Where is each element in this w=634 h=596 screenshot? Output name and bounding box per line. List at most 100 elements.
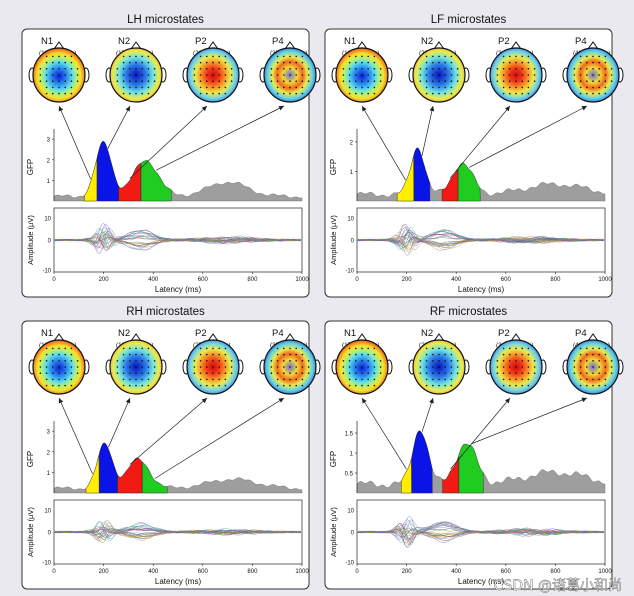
x-tick-label: 1000 bbox=[598, 569, 612, 575]
topomap-n2 bbox=[408, 333, 470, 395]
gfp-tick-label: 3 bbox=[47, 138, 51, 144]
amp-tick-label: -10 bbox=[345, 269, 354, 275]
gfp-segment-n1 bbox=[85, 455, 100, 494]
panel-title: RH microstates bbox=[126, 306, 205, 318]
arrow-line bbox=[129, 397, 208, 465]
gfp-tick-label: 0.5 bbox=[345, 472, 354, 478]
arrow-line bbox=[58, 105, 92, 180]
arrow-head bbox=[429, 106, 435, 112]
gfp-segment-p4 bbox=[142, 461, 168, 494]
gfp-segment-n1 bbox=[401, 458, 412, 494]
x-tick-label: 0 bbox=[52, 569, 56, 575]
amplitude-traces bbox=[356, 515, 605, 549]
amp-tick-label: 0 bbox=[48, 531, 52, 537]
arrow-head bbox=[581, 106, 587, 111]
state-name: N2 bbox=[421, 328, 433, 339]
gfp-label: GFP bbox=[26, 159, 35, 175]
state-name: N1 bbox=[344, 328, 356, 339]
gfp-segment-p4 bbox=[457, 162, 481, 202]
topomap-n1 bbox=[331, 41, 393, 103]
x-tick-label: 0 bbox=[355, 569, 359, 575]
topomap-p2 bbox=[485, 333, 547, 395]
arrow-line bbox=[421, 397, 434, 432]
topomap-p4 bbox=[562, 333, 624, 395]
latency-label: Latency (ms) bbox=[458, 285, 505, 294]
x-tick-label: 600 bbox=[198, 277, 209, 283]
topomap-p2 bbox=[485, 41, 547, 103]
arrow-line bbox=[421, 105, 434, 157]
topomap-n2 bbox=[408, 41, 470, 103]
state-name: N1 bbox=[41, 328, 53, 339]
topomap-n2 bbox=[105, 41, 167, 103]
x-tick-label: 800 bbox=[247, 569, 258, 575]
state-name: P2 bbox=[195, 328, 207, 339]
state-name: N1 bbox=[41, 36, 53, 47]
state-name: P2 bbox=[498, 36, 510, 47]
x-tick-label: 400 bbox=[148, 569, 159, 575]
arrow-head bbox=[201, 106, 207, 112]
state-name: P4 bbox=[575, 328, 587, 339]
state-name: N2 bbox=[118, 36, 130, 47]
amplitude-traces bbox=[53, 520, 302, 543]
gfp-tick-label: 1 bbox=[350, 452, 354, 458]
topomap-p2 bbox=[182, 333, 244, 395]
amp-tick-label: 0 bbox=[351, 531, 355, 537]
state-name: N2 bbox=[118, 328, 130, 339]
arrow-line bbox=[107, 105, 131, 149]
x-tick-label: 800 bbox=[550, 569, 561, 575]
topomap-p4 bbox=[259, 41, 321, 103]
x-tick-label: 400 bbox=[451, 277, 462, 283]
x-tick-label: 0 bbox=[355, 277, 359, 283]
arrow-head bbox=[125, 106, 130, 112]
x-tick-label: 600 bbox=[501, 569, 512, 575]
arrow-line bbox=[129, 105, 208, 179]
x-tick-label: 200 bbox=[402, 277, 413, 283]
topomap-n1 bbox=[28, 333, 90, 395]
amp-tick-label: -10 bbox=[42, 561, 51, 567]
state-name: P2 bbox=[498, 328, 510, 339]
arrow-head bbox=[201, 398, 207, 404]
panel-title: LF microstates bbox=[431, 14, 507, 26]
x-tick-label: 600 bbox=[501, 277, 512, 283]
amplitude-traces bbox=[53, 222, 302, 255]
amp-tick-label: 10 bbox=[347, 509, 354, 515]
amp-tick-label: -10 bbox=[42, 269, 51, 275]
arrow-line bbox=[154, 397, 285, 479]
gfp-label: GFP bbox=[329, 159, 338, 175]
arrow-line bbox=[58, 397, 93, 475]
watermark: CSDN @诸葛小和尚 bbox=[494, 578, 622, 594]
gfp-tick-label: 2 bbox=[47, 450, 51, 456]
gfp-tick-label: 1 bbox=[47, 179, 51, 185]
topomap-p4 bbox=[562, 41, 624, 103]
arrow-head bbox=[504, 398, 510, 404]
state-name: P4 bbox=[272, 328, 284, 339]
amp-tick-label: 10 bbox=[347, 217, 354, 223]
state-name: N2 bbox=[421, 36, 433, 47]
arrow-head bbox=[278, 106, 284, 111]
gfp-label: GFP bbox=[329, 451, 338, 467]
arrow-line bbox=[108, 397, 131, 448]
amp-tick-label: -10 bbox=[345, 561, 354, 567]
arrow-line bbox=[471, 397, 588, 445]
state-name: P4 bbox=[272, 36, 284, 47]
gfp-segment-n2 bbox=[96, 140, 119, 202]
state-name: P4 bbox=[575, 36, 587, 47]
arrow-head bbox=[362, 398, 367, 404]
gfp-tick-label: 3 bbox=[47, 430, 51, 436]
latency-label: Latency (ms) bbox=[155, 285, 202, 294]
gfp-segment-n2 bbox=[413, 147, 431, 202]
latency-label: Latency (ms) bbox=[155, 577, 202, 586]
arrow-head bbox=[125, 398, 131, 404]
arrow-line bbox=[156, 105, 285, 171]
arrow-line bbox=[469, 105, 588, 168]
topomap-n2 bbox=[105, 333, 167, 395]
x-tick-label: 800 bbox=[247, 277, 258, 283]
x-tick-label: 0 bbox=[52, 277, 56, 283]
arrow-head bbox=[58, 398, 64, 404]
topomap-p2 bbox=[182, 41, 244, 103]
panel-frame bbox=[21, 28, 310, 298]
